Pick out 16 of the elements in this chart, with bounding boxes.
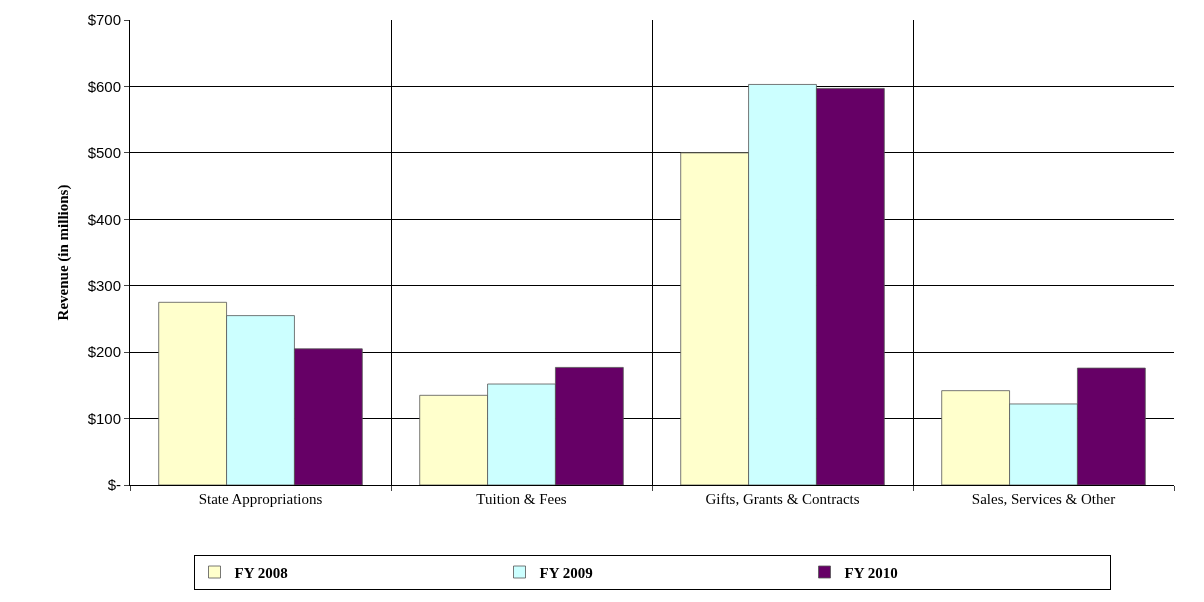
y-tick-label: $700 — [87, 11, 121, 29]
y-tick-label: $400 — [87, 210, 121, 228]
y-tick-label: $- — [107, 476, 121, 494]
y-tick-label: $600 — [87, 77, 121, 95]
y-tick-label: $100 — [87, 409, 121, 427]
y-tick-label: $300 — [87, 276, 121, 294]
y-tick-label: $500 — [87, 144, 121, 162]
legend-label: FY 2010 — [844, 564, 898, 581]
x-tick-label: Sales, Services & Other — [971, 491, 1116, 507]
x-tick-label: Tuition & Fees — [476, 491, 567, 507]
legend-label: FY 2009 — [539, 564, 593, 581]
y-axis-title: Revenue (in millions) — [54, 184, 72, 321]
x-tick-label: State Appropriations — [198, 491, 323, 507]
y-tick-label: $200 — [87, 343, 121, 361]
legend-label: FY 2008 — [234, 564, 288, 581]
x-tick-label: Gifts, Grants & Contracts — [705, 491, 860, 507]
